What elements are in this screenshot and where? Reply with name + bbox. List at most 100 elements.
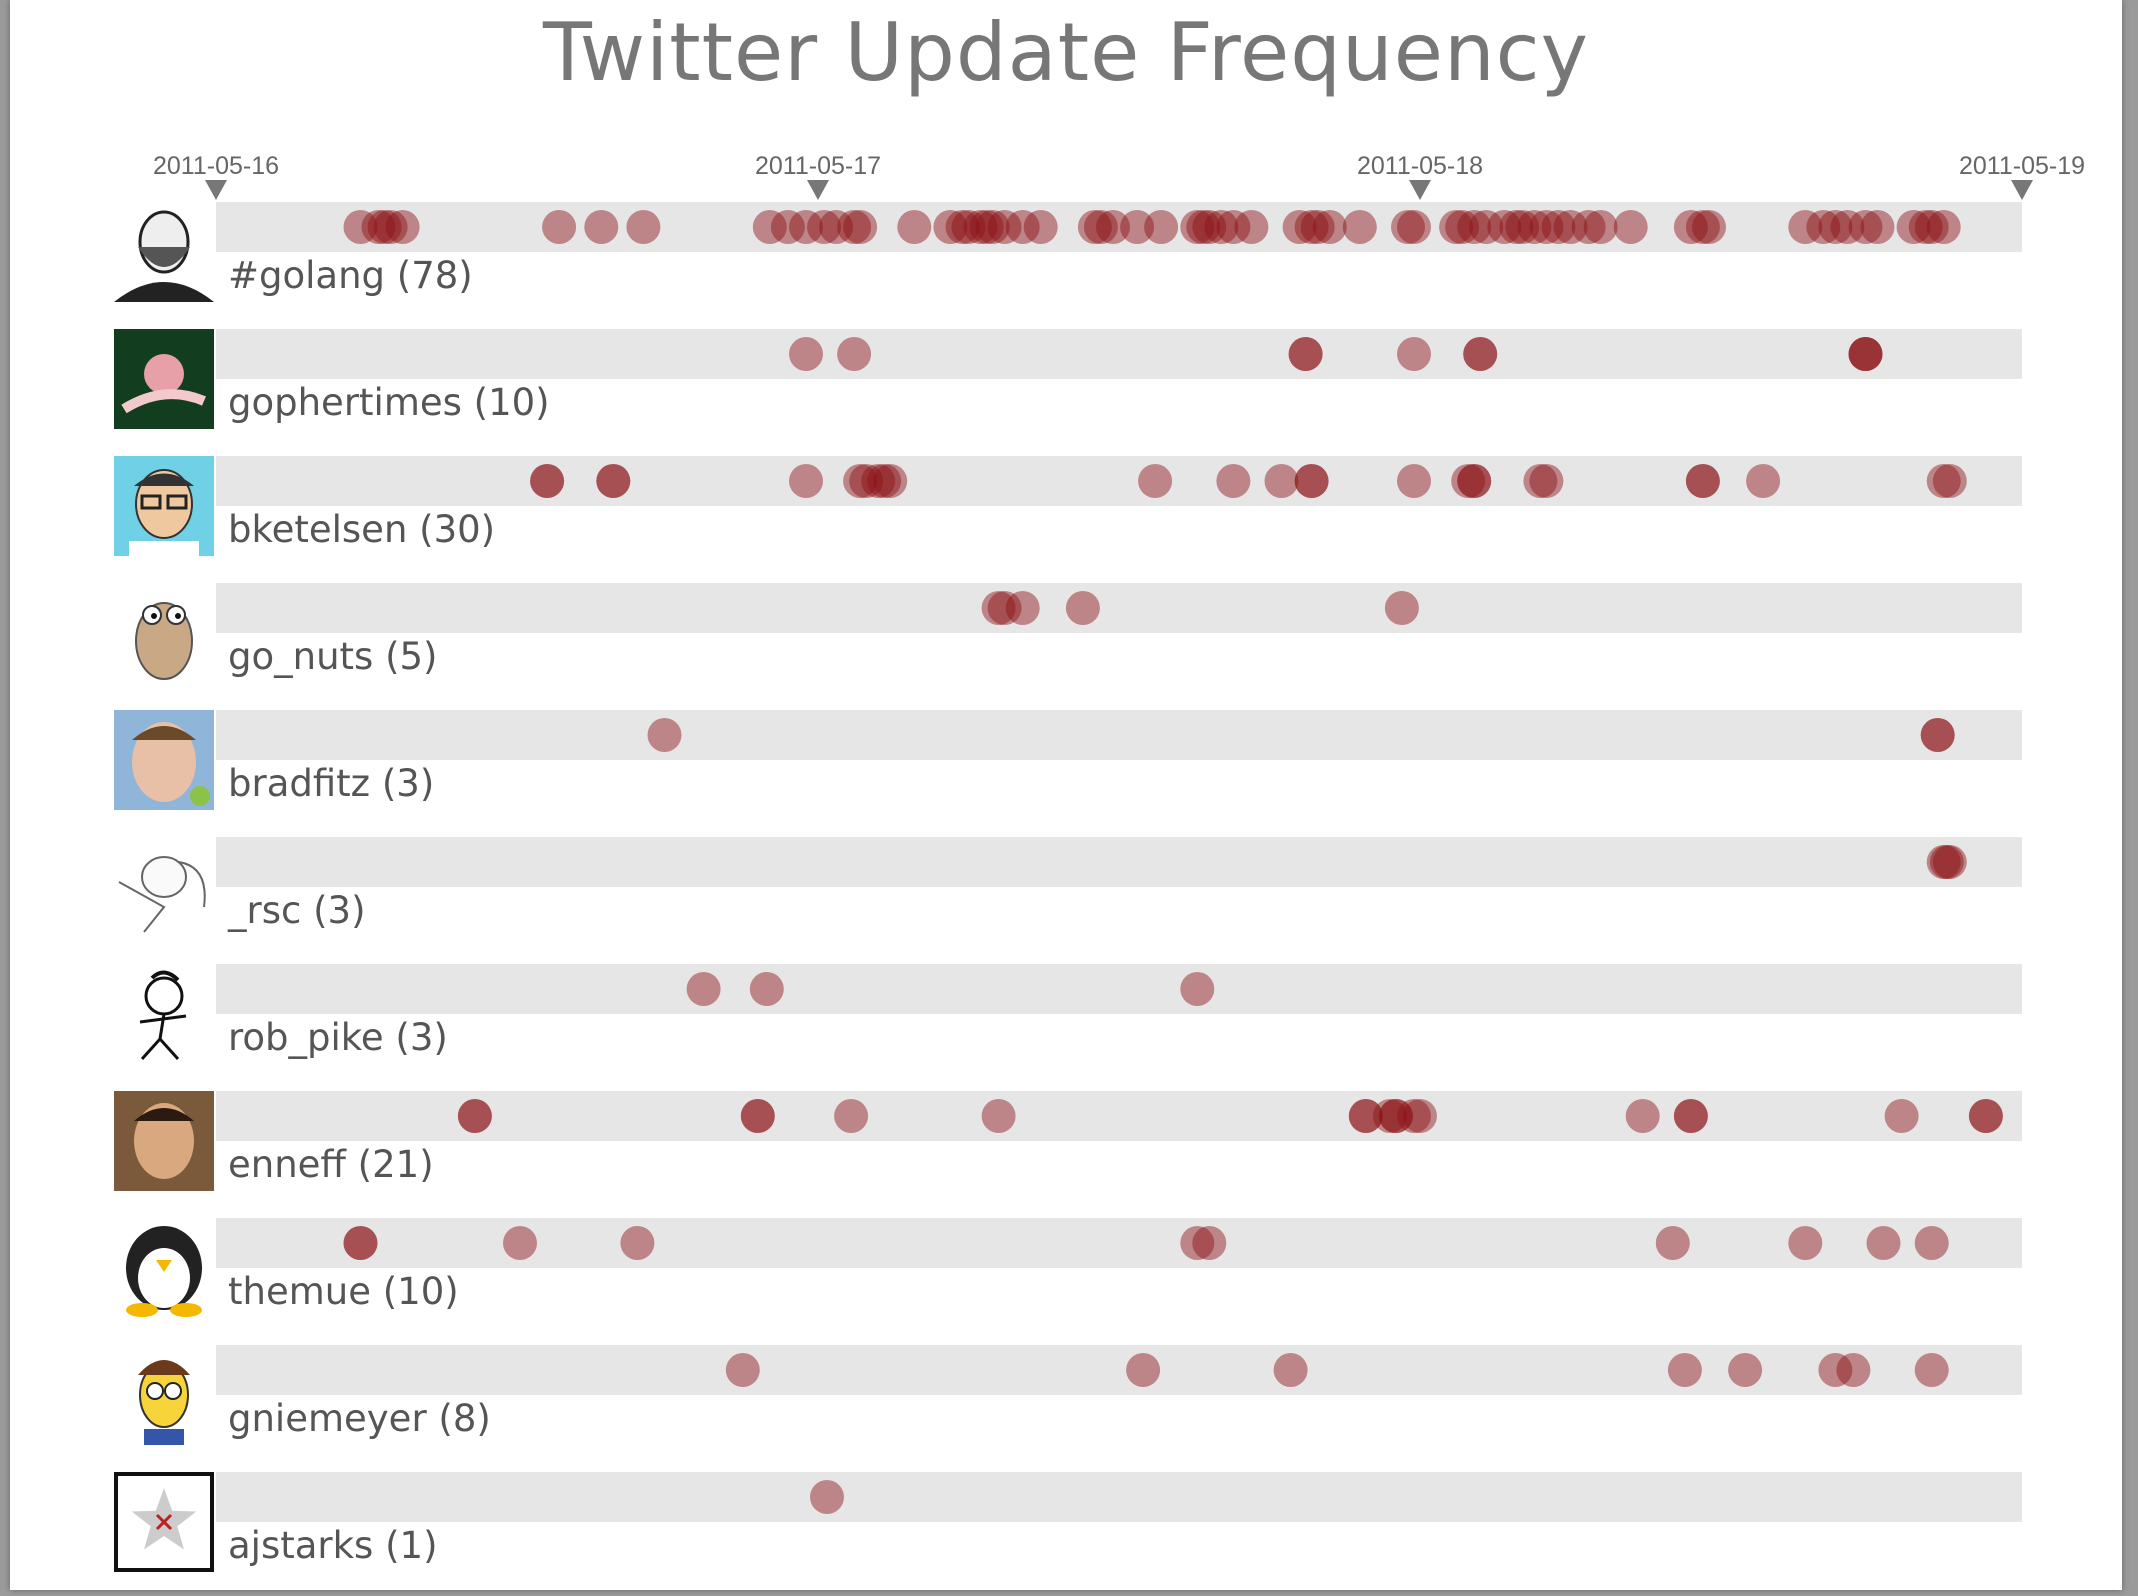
tweet-point [1529, 464, 1564, 498]
tweet-point [1968, 1099, 2003, 1133]
axis-tick-marker [2011, 180, 2033, 200]
tweet-point [752, 210, 787, 244]
tweet-point [861, 464, 896, 498]
tweet-point [1505, 210, 1540, 244]
tweet-point [770, 210, 805, 244]
tweet-point [1294, 464, 1329, 498]
tweet-point [1529, 210, 1564, 244]
tweet-point [1469, 210, 1504, 244]
tweet-point [969, 210, 1004, 244]
tweet-point [1180, 1226, 1215, 1260]
timeline-row: gophertimes (10) [114, 329, 2022, 429]
tweet-point [1884, 1099, 1919, 1133]
tweet-point [1264, 464, 1299, 498]
smiling-man-avatar [114, 710, 214, 810]
tweet-point [1005, 591, 1040, 625]
user-label: bradfitz (3) [228, 762, 434, 805]
axis-tick-label: 2011-05-19 [1959, 152, 2085, 180]
tweet-point [749, 972, 784, 1006]
tweet-point [981, 591, 1016, 625]
tweet-point [1204, 210, 1239, 244]
tweet-point [1234, 210, 1269, 244]
tweet-point [981, 1099, 1016, 1133]
tweet-point [385, 210, 420, 244]
tweet-point [1929, 845, 1964, 879]
tweet-point [1685, 210, 1720, 244]
tweet-point [834, 1099, 869, 1133]
tweet-point [584, 210, 619, 244]
tweet-point [686, 972, 721, 1006]
tweet-point [343, 210, 378, 244]
user-label: rob_pike (3) [228, 1016, 448, 1059]
tweet-point [1138, 464, 1173, 498]
tweet-point [1836, 1353, 1871, 1387]
row-band [216, 1091, 2022, 1141]
tweet-point [542, 210, 577, 244]
tweet-point [596, 464, 631, 498]
tweet-point [1096, 210, 1130, 244]
tweet-point [945, 210, 980, 244]
tweet-point [1818, 210, 1853, 244]
tweet-point [1192, 1226, 1227, 1260]
axis-tick-label: 2011-05-17 [755, 152, 881, 180]
row-band [216, 329, 2022, 379]
timeline-row: go_nuts (5) [135, 583, 2022, 680]
penguin-avatar [126, 1226, 202, 1317]
tweet-point [1673, 210, 1708, 244]
tweet-point [1932, 845, 1967, 879]
tweet-point [1397, 464, 1431, 498]
row-band [216, 1345, 2022, 1395]
tweet-point [1273, 1353, 1308, 1387]
tweet-point [837, 210, 872, 244]
tweet-point [987, 210, 1022, 244]
tweet-point [620, 1226, 655, 1260]
row-band [216, 202, 2022, 252]
tweet-point [1806, 210, 1841, 244]
timeline-row: enneff (21) [114, 1091, 2022, 1191]
tweet-point [1896, 210, 1931, 244]
tweet-point [457, 1099, 492, 1133]
tweet-point [1144, 210, 1179, 244]
tweet-point [1463, 337, 1498, 371]
tweet-point [596, 464, 631, 498]
tweet-point [1541, 210, 1576, 244]
tweet-point [1673, 1099, 1708, 1133]
tweet-point [1818, 1353, 1853, 1387]
tweet-point [1848, 337, 1883, 371]
tweet-point [1457, 210, 1492, 244]
tweet-point [987, 591, 1022, 625]
tweet-point [819, 210, 854, 244]
tweet-point [1397, 1099, 1431, 1133]
user-label: ajstarks (1) [228, 1524, 438, 1567]
tweet-point [1920, 718, 1955, 752]
tweet-point [1685, 464, 1720, 498]
tweet-point [1126, 1353, 1161, 1387]
glowing-hand-avatar [114, 329, 214, 429]
tweet-point [1517, 210, 1552, 244]
row-band [216, 837, 2022, 887]
tweet-point [975, 210, 1010, 244]
tweet-point [789, 464, 823, 498]
user-label: go_nuts (5) [228, 635, 437, 678]
tweet-point [1397, 337, 1431, 371]
tweet-point [1926, 464, 1961, 498]
tweet-point [1294, 464, 1329, 498]
tweet-point [1908, 210, 1943, 244]
tweet-point [361, 210, 396, 244]
tweet-point [1914, 210, 1949, 244]
tweet-point [1788, 1226, 1823, 1260]
stick-figure-avatar [139, 970, 187, 1061]
tweet-point [1294, 210, 1329, 244]
tweet-point [843, 464, 878, 498]
missing-image-avatar [114, 1472, 214, 1572]
bearded-man-avatar [114, 210, 214, 302]
chart-title: Twitter Update Frequency [543, 6, 1589, 99]
tweet-point [1932, 464, 1967, 498]
man-portrait-avatar [114, 1091, 214, 1191]
row-band [216, 1218, 2022, 1268]
tweet-point [1463, 337, 1498, 371]
tweet-point [849, 464, 884, 498]
tweet-point [1848, 337, 1883, 371]
tweet-point [530, 464, 565, 498]
chart-page: Twitter Update Frequency 2011-05-16 2011-… [10, 0, 2122, 1590]
